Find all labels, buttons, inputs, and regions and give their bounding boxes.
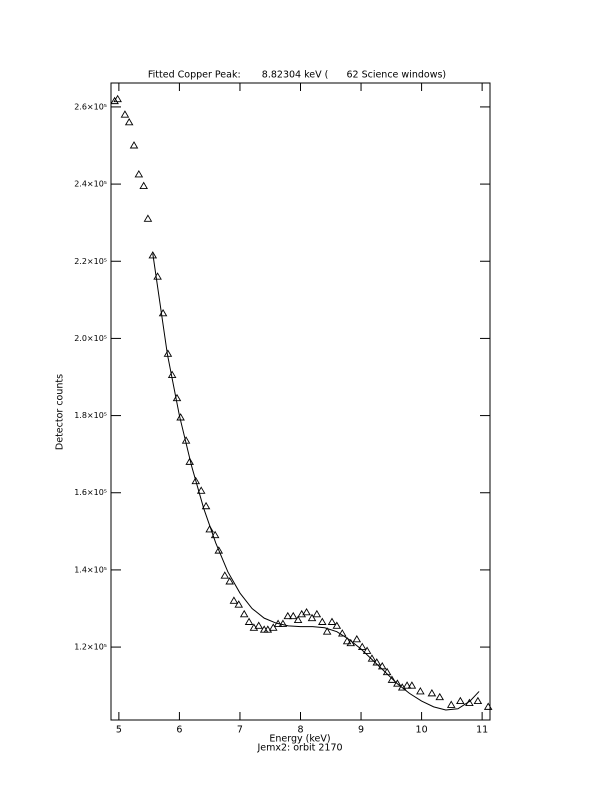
data-point [387, 675, 397, 683]
data-point [113, 94, 122, 103]
data-point [357, 642, 367, 651]
data-point [362, 646, 372, 654]
data-point [191, 476, 201, 485]
y-tick-label: 2.4×10⁵ [74, 180, 107, 189]
data-point [288, 611, 298, 620]
chart-title: Fitted Copper Peak: 8.82304 keV ( 62 Sci… [148, 70, 446, 81]
data-point [312, 609, 322, 618]
fit-line [152, 253, 480, 711]
data-point [342, 636, 352, 645]
y-tick-label: 1.2×10⁵ [74, 643, 107, 652]
data-point [120, 110, 130, 118]
y-tick-label: 2.6×10⁵ [74, 102, 107, 111]
data-point [393, 679, 402, 687]
y-tick-label: 1.4×10⁵ [74, 565, 107, 574]
data-point [205, 525, 214, 533]
y-axis-label: Detector counts [55, 374, 66, 450]
data-point [110, 96, 119, 105]
data-point [456, 696, 465, 705]
data-point [214, 546, 224, 554]
x-tick-label: 11 [476, 725, 488, 736]
x-tick-label: 7 [237, 725, 243, 736]
data-point [446, 700, 456, 708]
data-point [473, 696, 483, 705]
data-point [225, 577, 234, 585]
data-point [254, 621, 264, 629]
data-point [129, 141, 139, 149]
data-point [263, 625, 273, 633]
data-point [139, 181, 148, 189]
data-point [229, 596, 239, 604]
y-tick-label: 2.2×10⁵ [74, 257, 107, 266]
data-point [244, 617, 254, 625]
data-point [367, 654, 377, 662]
plot-frame [110, 82, 491, 721]
x-tick-label: 10 [416, 725, 428, 736]
data-point [134, 170, 144, 178]
data-point [278, 619, 288, 627]
data-point [318, 617, 327, 625]
data-point [435, 692, 445, 701]
data-point [427, 688, 437, 697]
data-point [416, 687, 425, 695]
chart-subtitle: Jemx2: orbit 2170 [256, 743, 342, 754]
data-point [143, 214, 153, 222]
data-point [220, 571, 230, 579]
data-point [148, 251, 158, 259]
x-tick-label: 6 [176, 725, 182, 736]
data-point [201, 501, 211, 510]
y-tick-label: 1.8×10⁵ [74, 411, 107, 420]
data-point [196, 486, 206, 494]
x-tick-label: 8 [297, 725, 303, 736]
data-point [402, 681, 412, 689]
x-tick-label: 9 [358, 725, 364, 736]
data-point [293, 615, 303, 624]
data-point [337, 629, 347, 637]
data-point [239, 609, 249, 618]
data-point [302, 607, 311, 616]
data-point [283, 611, 293, 620]
data-point [352, 634, 362, 643]
data-point [483, 702, 493, 710]
data-point [153, 272, 162, 280]
x-axis-label: Energy (keV) [269, 734, 330, 745]
data-point [268, 623, 278, 631]
data-point [234, 600, 244, 608]
data-point [332, 621, 342, 629]
data-point [124, 117, 134, 126]
data-point [407, 681, 417, 689]
data-point [327, 617, 337, 625]
y-tick-label: 2.0×10⁵ [74, 334, 107, 343]
data-point [322, 627, 332, 635]
data-point [172, 393, 182, 402]
data-point [307, 613, 317, 622]
data-point [185, 457, 194, 465]
y-tick-label: 1.6×10⁵ [74, 488, 107, 497]
x-tick-label: 5 [116, 725, 122, 736]
